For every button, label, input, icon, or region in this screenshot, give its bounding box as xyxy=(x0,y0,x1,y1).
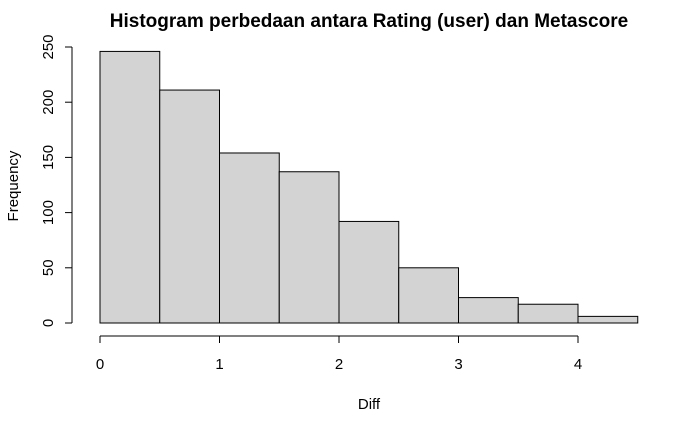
histogram-bar-3 xyxy=(278,171,340,324)
y-axis-label: Frequency xyxy=(5,150,22,221)
y-tick-label-1: 50 xyxy=(40,259,57,276)
x-axis: 0 1 2 3 4 xyxy=(96,335,582,373)
histogram-bar-4 xyxy=(338,220,400,324)
x-tick-label-1: 1 xyxy=(215,356,223,373)
x-tick-label-2: 2 xyxy=(335,356,343,373)
histogram-bar-7 xyxy=(517,303,579,324)
x-tick-label-0: 0 xyxy=(96,356,104,373)
y-tick-label-2: 100 xyxy=(40,200,57,225)
x-tick-label-3: 3 xyxy=(454,356,462,373)
chart-title: Histogram perbedaan antara Rating (user)… xyxy=(110,11,628,32)
histogram-bar-8 xyxy=(577,315,639,324)
histogram-bar-6 xyxy=(458,297,519,324)
bars-group xyxy=(99,50,639,324)
histogram-bar-5 xyxy=(398,267,459,324)
histogram-bar-0 xyxy=(99,50,161,324)
y-tick-label-4: 200 xyxy=(40,90,57,115)
histogram-bar-1 xyxy=(159,89,220,324)
x-tick-label-4: 4 xyxy=(574,356,582,373)
histogram-bar-2 xyxy=(219,152,280,324)
x-axis-label: Diff xyxy=(358,396,381,413)
y-tick-label-5: 250 xyxy=(40,34,57,59)
y-tick-label-0: 0 xyxy=(40,319,57,327)
y-tick-label-3: 150 xyxy=(40,145,57,170)
y-axis: 0 50 100 150 200 250 xyxy=(40,34,73,327)
